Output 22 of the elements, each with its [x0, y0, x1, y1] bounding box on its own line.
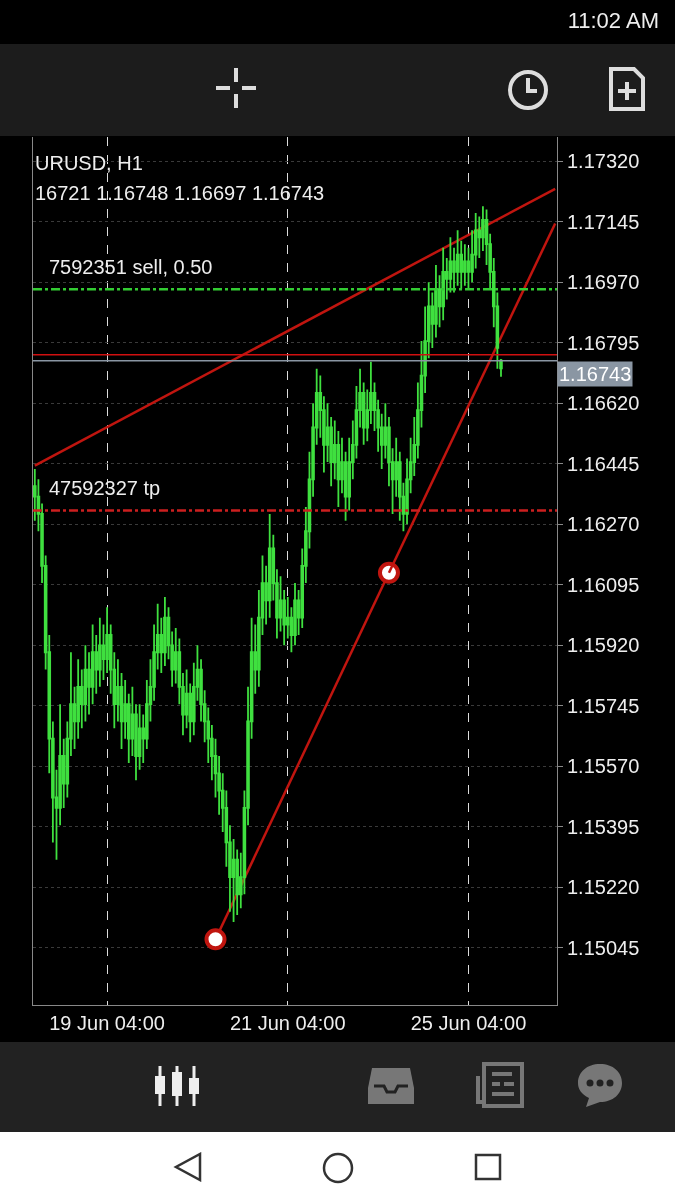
x-tick-label: 21 Jun 04:00: [229, 1012, 346, 1034]
y-tick-label: 1.15220: [567, 876, 640, 899]
y-tick-label: 1.16620: [567, 392, 640, 415]
y-tick-label: 1.16095: [567, 573, 640, 596]
y-tick-label: 1.16970: [567, 271, 640, 294]
y-tick-label: 1.15395: [567, 815, 640, 838]
y-tick-label: 1.17145: [567, 210, 640, 233]
x-tick-label: 25 Jun 04:00: [410, 1012, 527, 1034]
ref-line-label: 1.16743: [559, 363, 632, 385]
y-tick-label: 1.16270: [567, 513, 640, 536]
annotation: 16721 1.16748 1.16697 1.16743: [35, 182, 325, 204]
y-tick-label: 1.15745: [567, 694, 640, 717]
annotation: URUSD, H1: [35, 152, 143, 174]
x-tick-label: 19 Jun 04:00: [49, 1012, 165, 1034]
y-tick-label: 1.16445: [567, 452, 640, 475]
y-tick-label: 1.16795: [567, 331, 640, 354]
y-tick-label: 1.15570: [567, 755, 640, 778]
y-tick-label: 1.17320: [567, 150, 640, 173]
text: 11:02 AM: [567, 8, 659, 34]
y-tick-label: 1.15045: [567, 936, 640, 959]
ref-line-label: 47592327 tp: [49, 477, 161, 499]
y-tick-label: 1.15920: [567, 634, 640, 657]
